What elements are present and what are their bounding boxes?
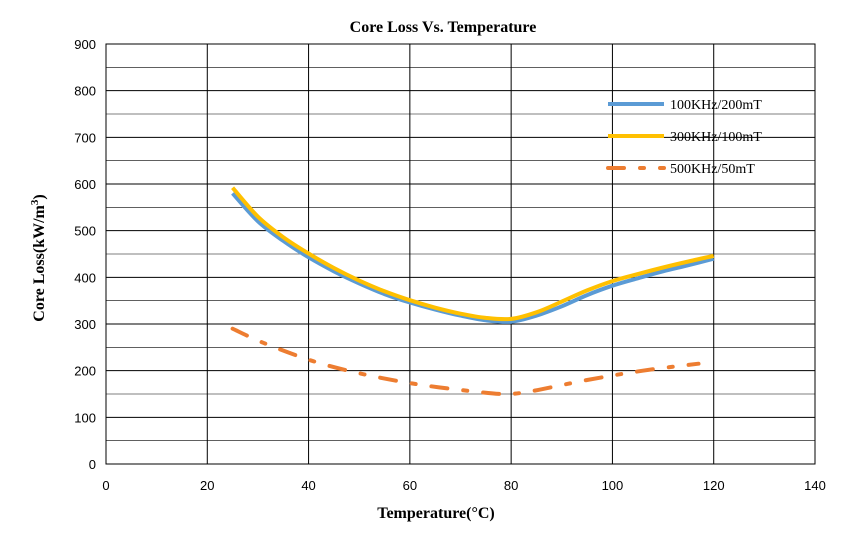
y-tick-label: 300 bbox=[74, 317, 96, 332]
x-tick-label: 80 bbox=[504, 478, 518, 493]
y-tick-label: 700 bbox=[74, 130, 96, 145]
series-line-2 bbox=[231, 186, 715, 322]
y-tick-label: 0 bbox=[89, 457, 96, 472]
y-axis-label: Core Loss(kW/m3) bbox=[29, 194, 48, 321]
grid bbox=[105, 43, 816, 465]
x-tick-label: 40 bbox=[301, 478, 315, 493]
y-axis-label-suffix: ) bbox=[31, 194, 48, 199]
y-tick-label: 500 bbox=[74, 224, 96, 239]
x-tick-label: 140 bbox=[804, 478, 826, 493]
plot-frame bbox=[105, 43, 816, 465]
x-axis-label: Temperature(°C) bbox=[377, 505, 494, 522]
y-axis-label-main: Core Loss(kW/m bbox=[31, 204, 48, 321]
series-line-3 bbox=[230, 326, 701, 397]
series-line-1 bbox=[231, 191, 715, 324]
series-layer bbox=[230, 186, 715, 397]
legend-label: 100KHz/200mT bbox=[670, 98, 762, 113]
tick-labels: 0 20 40 60 80 100 120 140 0 100 200 300 400 500 600 700… bbox=[74, 37, 826, 493]
legend-label: 300KHz/100mT bbox=[670, 130, 762, 145]
x-tick-label: 100 bbox=[602, 478, 624, 493]
y-tick-label: 100 bbox=[74, 410, 96, 425]
y-tick-label: 400 bbox=[74, 270, 96, 285]
legend: 100KHz/200mT 300KHz/100mT 500KHz/50mT bbox=[606, 98, 762, 177]
x-tick-label: 120 bbox=[703, 478, 725, 493]
y-tick-label: 900 bbox=[74, 37, 96, 52]
y-axis-label-superscript: 3 bbox=[29, 199, 41, 205]
chart-title: Core Loss Vs. Temperature bbox=[350, 19, 537, 36]
legend-label: 500KHz/50mT bbox=[670, 162, 755, 177]
y-tick-label: 600 bbox=[74, 177, 96, 192]
y-tick-label: 200 bbox=[74, 364, 96, 379]
x-tick-label: 20 bbox=[200, 478, 214, 493]
y-tick-label: 800 bbox=[74, 84, 96, 99]
x-tick-label: 60 bbox=[403, 478, 417, 493]
x-tick-label: 0 bbox=[102, 478, 109, 493]
